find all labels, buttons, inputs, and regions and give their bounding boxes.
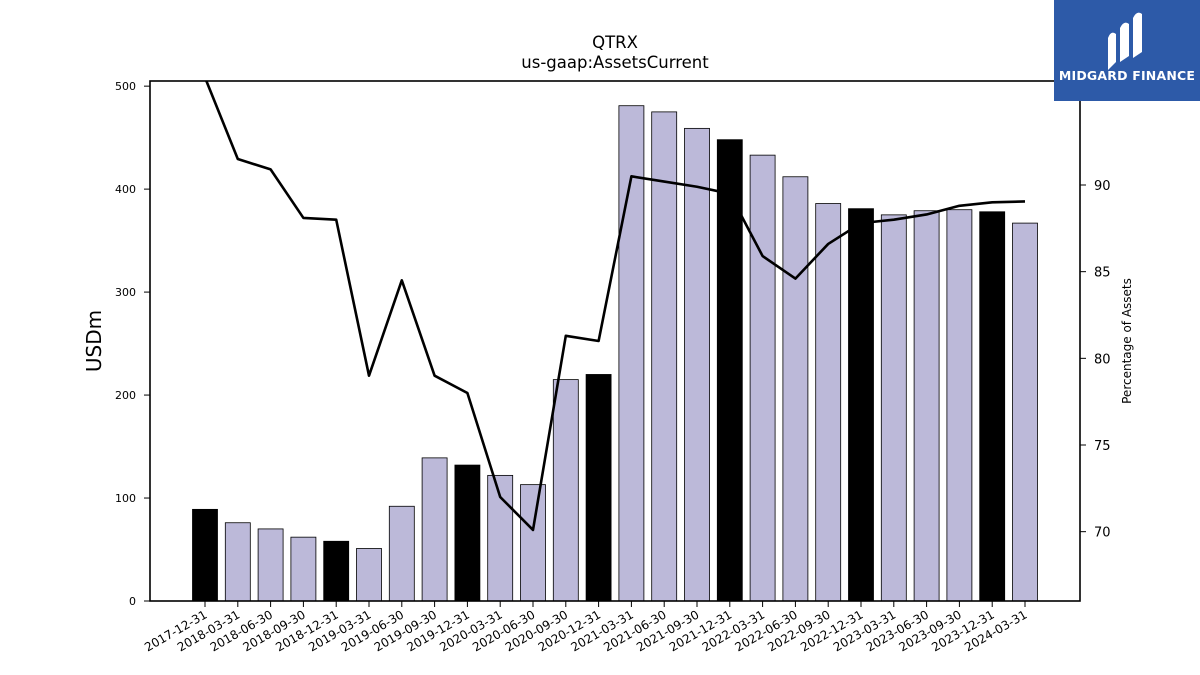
bar-2023-09-30 (946, 209, 973, 602)
chart-subtitle: us-gaap:AssetsCurrent (521, 53, 709, 72)
percentage-line-path (204, 81, 1026, 532)
y-tick-label-200: 200 (115, 389, 136, 402)
y-tick-label-100: 100 (115, 492, 136, 505)
plot-frame (149, 80, 1081, 602)
y-axis-left: 0 100 200 300 400 500 (115, 80, 150, 608)
bar-2019-09-30 (421, 457, 448, 602)
bar-2020-12-31 (585, 374, 612, 602)
percentage-line (204, 81, 1026, 532)
bar-2022-06-30 (782, 176, 809, 602)
bar-2021-03-31 (618, 105, 645, 602)
chart-title: QTRX (592, 33, 638, 52)
y-tick-label-0: 0 (129, 595, 136, 608)
bar-2022-12-31 (848, 208, 874, 602)
bar-2021-09-30 (684, 127, 710, 602)
y-axis-right: 70 75 80 85 90 (1080, 179, 1111, 541)
y2-tick-label-80: 80 (1094, 352, 1111, 367)
y2-tick-label-75: 75 (1094, 439, 1111, 454)
y-tick-label-300: 300 (115, 286, 136, 299)
midgard-finance-logo: MIDGARD FINANCE (1054, 0, 1200, 101)
bar-2018-09-30 (290, 536, 317, 602)
bar-2018-06-30 (257, 528, 284, 602)
bar-2023-06-30 (913, 210, 940, 602)
bar-2021-12-31 (716, 139, 743, 602)
bar-2020-09-30 (552, 379, 579, 602)
y2-tick-label-90: 90 (1094, 179, 1111, 194)
bar-2022-09-30 (815, 203, 842, 602)
bar-2023-12-31 (979, 211, 1006, 602)
bar-2022-03-31 (749, 154, 776, 602)
x-axis: 2017-12-312018-03-312018-06-302018-09-30… (142, 601, 1030, 654)
bars (192, 105, 1038, 602)
y-tick-label-400: 400 (115, 183, 136, 196)
y2-tick-label-70: 70 (1094, 526, 1111, 541)
y2-axis-label: Percentage of Assets (1120, 278, 1134, 404)
bar-2020-06-30 (520, 484, 546, 602)
y-axis-label: USDm (82, 310, 106, 372)
bar-2023-03-31 (880, 214, 907, 602)
logo-text: MIDGARD FINANCE (1058, 68, 1196, 83)
bar-2024-03-31 (1012, 222, 1038, 602)
bar-2019-12-31 (454, 464, 481, 602)
y2-tick-label-85: 85 (1094, 266, 1111, 281)
bar-2017-12-31 (192, 508, 218, 602)
y-tick-label-500: 500 (115, 80, 136, 93)
bar-2019-06-30 (388, 505, 415, 602)
bar-2021-06-30 (651, 111, 678, 602)
bar-2019-03-31 (356, 548, 382, 602)
logo-mark-icon (1108, 12, 1142, 70)
bar-2018-12-31 (323, 540, 350, 602)
bar-2018-03-31 (224, 522, 251, 602)
